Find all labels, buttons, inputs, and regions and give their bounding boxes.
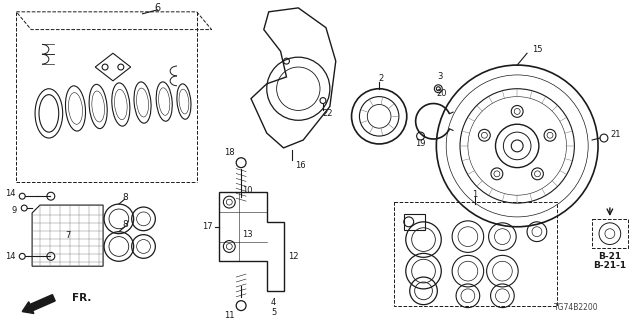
Text: 20: 20 bbox=[436, 89, 447, 98]
Text: 21: 21 bbox=[611, 130, 621, 139]
Text: 1: 1 bbox=[472, 190, 477, 199]
Text: 8: 8 bbox=[122, 220, 127, 229]
Text: 15: 15 bbox=[532, 45, 542, 54]
Text: 12: 12 bbox=[288, 252, 299, 261]
Text: 9: 9 bbox=[12, 206, 17, 215]
Text: 14: 14 bbox=[5, 252, 15, 261]
Bar bbox=[592, 219, 628, 248]
Text: B-21-1: B-21-1 bbox=[593, 261, 627, 270]
Text: 8: 8 bbox=[122, 193, 127, 202]
Text: 3: 3 bbox=[438, 72, 443, 81]
Text: 5: 5 bbox=[271, 308, 276, 317]
Text: 22: 22 bbox=[323, 109, 333, 118]
Bar bbox=[394, 202, 557, 306]
Text: FR.: FR. bbox=[72, 293, 91, 303]
Text: 16: 16 bbox=[295, 161, 305, 170]
Text: 2: 2 bbox=[378, 74, 384, 84]
Text: 14: 14 bbox=[5, 189, 15, 198]
Bar bbox=[404, 214, 426, 230]
FancyArrow shape bbox=[22, 295, 55, 314]
Text: TG74B2200: TG74B2200 bbox=[554, 303, 598, 312]
Text: 11: 11 bbox=[224, 311, 234, 320]
Text: 4: 4 bbox=[271, 298, 276, 307]
Text: 7: 7 bbox=[65, 231, 70, 240]
Text: 6: 6 bbox=[154, 3, 161, 13]
Text: 17: 17 bbox=[202, 222, 213, 231]
Text: 18: 18 bbox=[224, 148, 235, 157]
Text: 19: 19 bbox=[415, 140, 426, 148]
Text: 10: 10 bbox=[242, 186, 252, 195]
Text: 13: 13 bbox=[242, 230, 252, 239]
Text: B-21: B-21 bbox=[598, 252, 621, 261]
